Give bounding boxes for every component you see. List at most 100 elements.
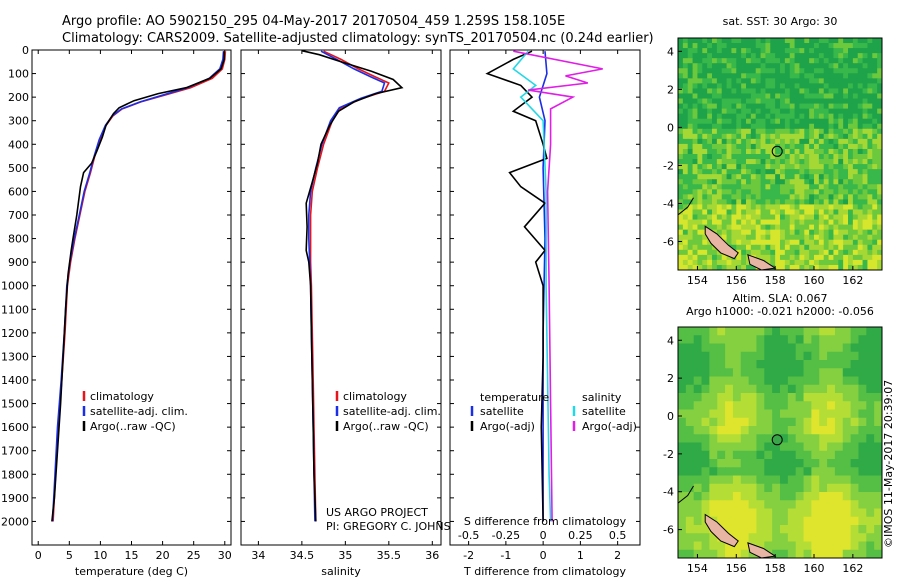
map-cell (746, 143, 752, 150)
map-cell (833, 229, 839, 236)
map-cell (726, 209, 732, 216)
map-cell (874, 351, 883, 361)
map-cell (685, 376, 695, 386)
map-cell (692, 148, 698, 155)
map-cell (678, 68, 684, 74)
map-cell (857, 108, 864, 115)
map-cell (732, 549, 742, 559)
map-cell (850, 459, 859, 468)
map-cell (772, 492, 781, 501)
map-cell (852, 239, 859, 246)
map-cell (852, 83, 859, 89)
map-cell (772, 368, 781, 377)
map-cell (764, 376, 773, 386)
map-cell (741, 254, 747, 261)
map-cell (701, 525, 710, 534)
map-cell (789, 169, 796, 175)
map-cell (838, 174, 844, 180)
map-cell (764, 343, 773, 353)
map-cell (775, 214, 781, 221)
coastline (677, 485, 694, 504)
map-cell (682, 209, 689, 216)
map-cell (775, 123, 781, 130)
map-cell (682, 264, 689, 271)
map-cell (741, 113, 747, 120)
map-cell (814, 48, 820, 54)
map-cell (697, 239, 703, 246)
lat-tick-label: 2 (667, 372, 674, 385)
map-cell (833, 53, 839, 59)
map-cell (814, 154, 820, 160)
map-cell (872, 154, 878, 160)
map-cell (795, 327, 805, 336)
map-cell (803, 434, 812, 443)
map-cell (809, 38, 815, 44)
map-cell (678, 174, 684, 180)
map-cell (877, 219, 883, 226)
map-cell (692, 93, 698, 100)
map-cell (877, 204, 883, 210)
map-cell (789, 88, 796, 94)
map-cell (862, 239, 868, 246)
map-cell (726, 224, 732, 231)
map-cell (857, 48, 864, 54)
map-cell (852, 68, 859, 74)
map-cell (852, 219, 859, 226)
map-cell (828, 113, 834, 120)
map-cell (760, 68, 766, 74)
map-cell (682, 43, 689, 49)
map-cell (799, 73, 805, 79)
map-cell (804, 93, 810, 100)
map-cell (789, 234, 796, 241)
map-cell (867, 78, 873, 84)
map-cell (765, 123, 771, 130)
map-cell (867, 239, 873, 246)
map-cell (741, 133, 747, 140)
map-cell (693, 417, 703, 427)
map-cell (827, 516, 836, 526)
map-cell (787, 401, 797, 410)
map-cell (787, 549, 797, 559)
map-cell (803, 500, 812, 509)
map-cell (814, 98, 820, 105)
map-cell (682, 179, 689, 185)
map-cell (843, 143, 849, 150)
map-cell (740, 475, 750, 485)
map-cell (755, 43, 762, 49)
map-cell (814, 199, 820, 205)
map-cell (736, 78, 742, 84)
map-cell (823, 48, 830, 54)
map-cell (799, 254, 805, 261)
map-cell (702, 58, 708, 64)
map-cell (858, 426, 867, 435)
map-cell (775, 108, 781, 115)
map-cell (823, 93, 830, 100)
map-cell (857, 229, 864, 236)
map-cell (789, 179, 796, 185)
map-cell (823, 249, 830, 256)
map-cell (748, 360, 757, 369)
map-cell (803, 343, 812, 353)
map-cell (858, 516, 867, 526)
map-cell (693, 401, 703, 410)
map-cell (828, 254, 834, 261)
map-cell (721, 68, 728, 74)
map-cell (765, 169, 771, 175)
map-cell (804, 174, 810, 180)
map-cell (732, 442, 742, 452)
map-cell (877, 133, 883, 140)
map-cell (818, 224, 825, 231)
map-cell (687, 43, 694, 49)
map-cell (828, 143, 834, 150)
x2-tick-label: 0.25 (568, 529, 593, 542)
map-cell (725, 508, 734, 518)
map-cell (858, 483, 867, 493)
map-cell (725, 475, 734, 485)
map-cell (760, 103, 766, 110)
map-cell (687, 93, 694, 100)
map-cell (843, 164, 849, 170)
map-cell (726, 58, 732, 64)
map-cell (784, 224, 791, 231)
map-cell (765, 189, 771, 195)
map-cell (726, 229, 732, 236)
